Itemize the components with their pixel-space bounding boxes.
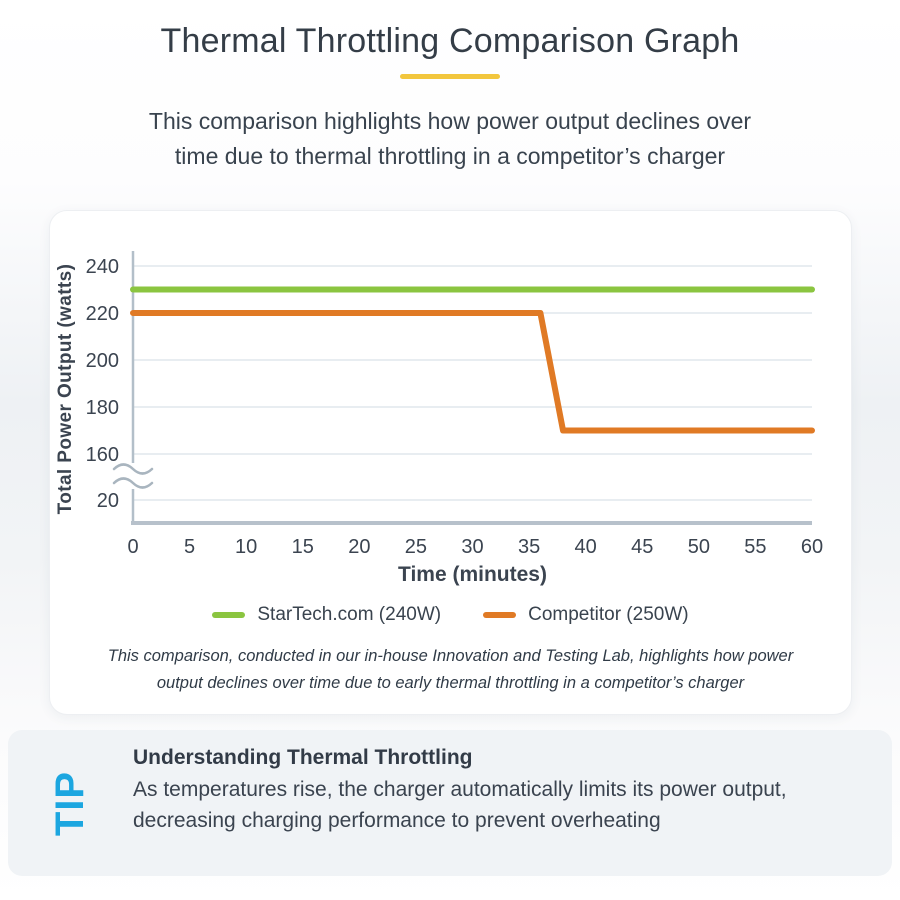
tip-content: Understanding Thermal Throttling As temp… [133,730,843,876]
y-tick-label: 20 [97,490,119,512]
title-underline [400,74,500,79]
page-title: Thermal Throttling Comparison Graph [160,22,740,60]
x-tick-label: 50 [688,536,710,558]
y-tick-label: 160 [86,444,119,466]
chart-legend: StarTech.com (240W) Competitor (250W) [50,604,851,626]
x-tick-label: 5 [184,536,195,558]
x-tick-label: 20 [348,536,370,558]
axis-break-squiggle-icon [112,477,154,489]
tip-panel: TIP Understanding Thermal Throttling As … [8,730,892,876]
y-tick-label: 240 [86,256,119,278]
x-tick-label: 40 [575,536,597,558]
x-tick-label: 10 [235,536,257,558]
axis-break-squiggle-icon [112,463,154,475]
legend-swatch [212,612,246,618]
tip-vertical-label: TIP [47,770,92,836]
x-tick-label: 55 [744,536,766,558]
chart-card: Total Power Output (watts) 240 220 200 180 1… [49,210,852,715]
y-tick-label: 220 [86,303,119,325]
x-tick-label: 30 [461,536,483,558]
series-line [130,310,815,434]
y-tick-label: 180 [86,397,119,419]
x-tick-label: 60 [801,536,823,558]
legend-label: StarTech.com (240W) [257,604,442,625]
x-axis-label: Time (minutes) [398,563,547,586]
x-tick-label: 0 [127,536,138,558]
x-tick-label: 25 [405,536,427,558]
tip-label-column: TIP [8,730,133,876]
x-tick-label: 45 [631,536,653,558]
legend-swatch [483,612,517,618]
chart-caption: This comparison, conducted in our in-hou… [107,647,794,692]
tip-heading: Understanding Thermal Throttling [133,746,473,769]
tip-body: As temperatures rise, the charger automa… [133,778,787,832]
legend-item: Competitor (250W) [483,604,689,626]
x-tick-label: 35 [518,536,540,558]
page-subtitle: This comparison highlights how power out… [148,108,752,169]
legend-item: StarTech.com (240W) [212,604,441,626]
y-tick-label: 200 [86,350,119,372]
x-tick-label: 15 [292,536,314,558]
legend-label: Competitor (250W) [528,604,689,625]
